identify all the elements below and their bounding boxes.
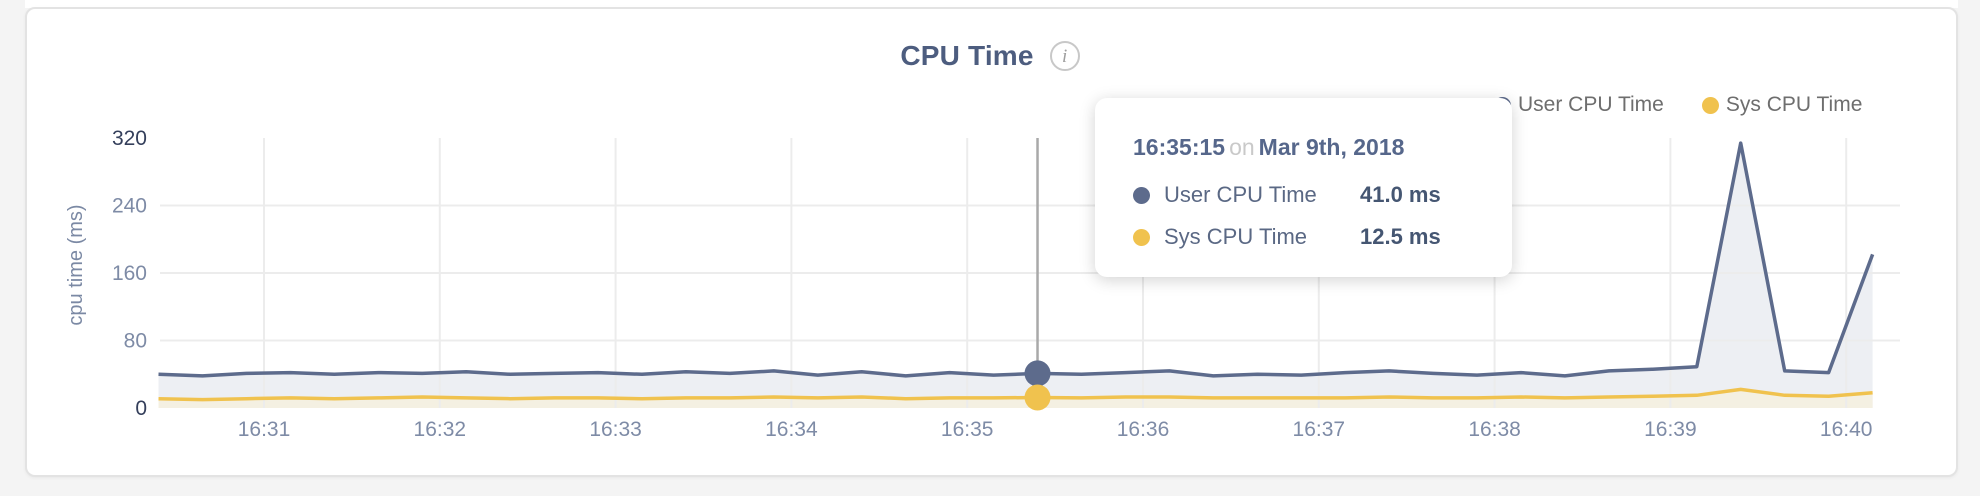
x-axis-tick-label: 16:35 — [941, 418, 994, 441]
user-series-line — [158, 141, 1875, 378]
y-axis-tick-label: 0 — [135, 397, 147, 420]
tooltip-row-value: 41.0 ms — [1360, 182, 1441, 207]
sys-point-marker[interactable] — [1024, 384, 1051, 411]
user-series-area — [158, 143, 1873, 408]
tooltip-time: 16:35:15 — [1133, 134, 1226, 160]
legend-label: Sys CPU Time — [1725, 93, 1863, 116]
x-axis-tick-label: 16:38 — [1468, 418, 1521, 441]
sys-series-legend-dot — [1701, 96, 1719, 114]
sys-series-line — [158, 387, 1873, 402]
y-axis-tick-label: 160 — [112, 262, 147, 285]
user-point-marker[interactable] — [1024, 360, 1051, 387]
y-axis-tick-label: 320 — [112, 127, 147, 150]
tooltip-row-value: 12.5 ms — [1360, 224, 1441, 249]
tooltip-row-user: User CPU Time 41.0 ms — [1133, 179, 1512, 211]
tooltip-date: Mar 9th, 2018 — [1258, 134, 1405, 160]
y-axis-tick-label: 240 — [112, 195, 147, 218]
y-axis-tick-label: 80 — [124, 330, 147, 353]
chart-header: CPU Time i — [0, 40, 1980, 72]
chart-legend: User CPU Time Sys CPU Time — [1494, 93, 1862, 117]
chart-title: CPU Time — [900, 40, 1034, 71]
legend-item-user-cpu-time[interactable]: User CPU Time — [1494, 93, 1664, 117]
user-series-dot-icon — [1133, 186, 1150, 204]
x-axis-tick-label: 16:34 — [765, 418, 818, 441]
x-axis-tick-label: 16:33 — [589, 418, 642, 441]
chart-tooltip: 16:35:15 on Mar 9th, 2018 User CPU Time 41… — [1095, 98, 1512, 277]
info-icon[interactable]: i — [1049, 41, 1080, 71]
x-axis-tick-label: 16:32 — [414, 418, 467, 441]
x-axis-tick-label: 16:31 — [238, 418, 291, 441]
x-axis-tick-label: 16:37 — [1293, 418, 1346, 441]
tooltip-connector: on — [1229, 134, 1255, 160]
x-axis-tick-label: 16:36 — [1117, 418, 1170, 441]
tooltip-row-label: User CPU Time — [1164, 182, 1317, 207]
tooltip-header: 16:35:15 on Mar 9th, 2018 — [1133, 132, 1512, 162]
legend-item-sys-cpu-time[interactable]: Sys CPU Time — [1701, 93, 1863, 117]
tooltip-row-sys: Sys CPU Time 12.5 ms — [1133, 221, 1512, 253]
y-axis-title: cpu time (ms) — [65, 204, 87, 325]
tooltip-row-label: Sys CPU Time — [1164, 224, 1308, 249]
sys-series-dot-icon — [1133, 228, 1150, 246]
x-axis-tick-label: 16:40 — [1820, 418, 1873, 441]
top-strip — [25, 0, 1958, 8]
legend-label: User CPU Time — [1518, 93, 1664, 116]
x-axis-tick-label: 16:39 — [1644, 418, 1697, 441]
